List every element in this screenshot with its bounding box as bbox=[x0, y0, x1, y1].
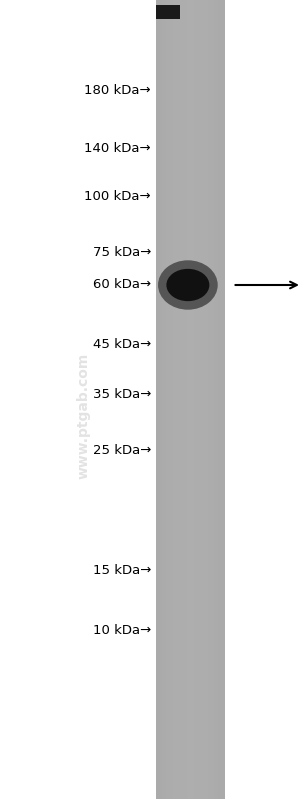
Text: 35 kDa→: 35 kDa→ bbox=[92, 388, 151, 402]
Bar bbox=[201, 0, 204, 799]
Text: 180 kDa→: 180 kDa→ bbox=[84, 84, 151, 97]
Bar bbox=[194, 0, 197, 799]
Text: 75 kDa→: 75 kDa→ bbox=[92, 245, 151, 259]
Bar bbox=[190, 0, 194, 799]
Text: 100 kDa→: 100 kDa→ bbox=[84, 189, 151, 202]
Bar bbox=[156, 0, 159, 799]
Text: 45 kDa→: 45 kDa→ bbox=[93, 339, 151, 352]
Bar bbox=[211, 0, 214, 799]
Bar bbox=[156, 0, 225, 799]
Bar bbox=[169, 0, 173, 799]
Bar bbox=[180, 0, 183, 799]
Bar bbox=[208, 0, 211, 799]
Text: 10 kDa→: 10 kDa→ bbox=[93, 623, 151, 637]
Bar bbox=[176, 0, 180, 799]
Bar bbox=[221, 0, 225, 799]
Bar bbox=[173, 0, 176, 799]
Text: www.ptgab.com: www.ptgab.com bbox=[76, 352, 90, 479]
Bar bbox=[197, 0, 201, 799]
Bar bbox=[218, 0, 221, 799]
Ellipse shape bbox=[166, 268, 209, 301]
Ellipse shape bbox=[158, 260, 218, 310]
Bar bbox=[214, 0, 218, 799]
Text: 25 kDa→: 25 kDa→ bbox=[92, 443, 151, 456]
Text: 140 kDa→: 140 kDa→ bbox=[84, 141, 151, 154]
Bar bbox=[159, 0, 163, 799]
Text: 60 kDa→: 60 kDa→ bbox=[93, 279, 151, 292]
Bar bbox=[204, 0, 208, 799]
Bar bbox=[166, 0, 169, 799]
Bar bbox=[156, 5, 180, 19]
Bar bbox=[187, 0, 190, 799]
Text: 15 kDa→: 15 kDa→ bbox=[92, 563, 151, 577]
Bar bbox=[163, 0, 166, 799]
Bar bbox=[183, 0, 187, 799]
